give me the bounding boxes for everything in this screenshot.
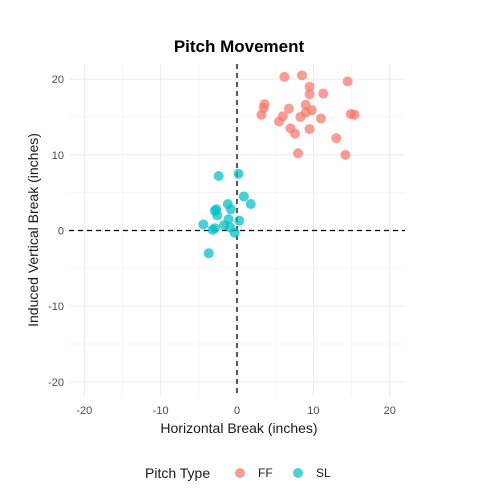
point-sl <box>198 219 209 230</box>
point-sl <box>233 168 244 179</box>
legend-title: Pitch Type <box>145 465 210 481</box>
x-tick-label: 20 <box>384 405 396 417</box>
x-tick-label: 10 <box>307 405 319 417</box>
point-ff <box>296 70 307 81</box>
legend: Pitch Type FF SL <box>145 465 331 481</box>
point-ff <box>295 111 306 122</box>
point-ff <box>304 124 315 135</box>
point-ff <box>304 81 315 92</box>
legend-label-ff: FF <box>258 466 273 480</box>
y-tick-label: 10 <box>52 150 64 162</box>
point-sl <box>238 191 249 202</box>
x-axis-title: Horizontal Break (inches) <box>160 420 317 436</box>
series-ff <box>256 70 360 160</box>
point-ff <box>274 116 284 127</box>
x-tick-labels: -20 -10 0 10 20 <box>76 405 396 417</box>
point-ff <box>283 103 294 114</box>
legend-key-sl <box>293 468 303 478</box>
point-sl <box>212 210 223 221</box>
y-tick-label: -20 <box>48 377 64 389</box>
point-sl <box>213 171 224 182</box>
point-sl <box>245 199 256 210</box>
series-sl <box>198 168 256 259</box>
y-tick-labels: -20 -10 0 10 20 <box>48 74 64 389</box>
point-ff <box>340 149 351 160</box>
y-tick-label: -10 <box>48 301 64 313</box>
x-tick-label: -10 <box>153 405 169 417</box>
point-ff <box>349 109 360 120</box>
point-sl <box>225 204 236 215</box>
legend-key-ff <box>235 468 245 478</box>
point-ff <box>331 133 342 144</box>
point-ff <box>306 105 317 116</box>
point-ff <box>316 113 326 124</box>
y-tick-label: 0 <box>58 226 64 238</box>
data-points <box>198 70 360 259</box>
legend-label-sl: SL <box>316 466 331 480</box>
point-sl <box>229 227 240 238</box>
point-sl <box>207 224 218 235</box>
point-ff <box>290 128 301 139</box>
point-ff <box>342 76 353 87</box>
point-ff <box>279 71 290 82</box>
point-ff <box>304 89 315 100</box>
y-axis-title: Induced Vertical Break (inches) <box>25 133 41 327</box>
point-ff <box>293 148 304 159</box>
point-sl <box>203 248 214 259</box>
y-tick-label: 20 <box>52 74 64 86</box>
x-tick-label: -20 <box>76 405 92 417</box>
chart-title: Pitch Movement <box>174 37 305 56</box>
point-ff <box>318 88 329 99</box>
point-ff <box>256 109 267 120</box>
point-sl <box>234 215 245 226</box>
x-tick-label: 0 <box>234 405 240 417</box>
